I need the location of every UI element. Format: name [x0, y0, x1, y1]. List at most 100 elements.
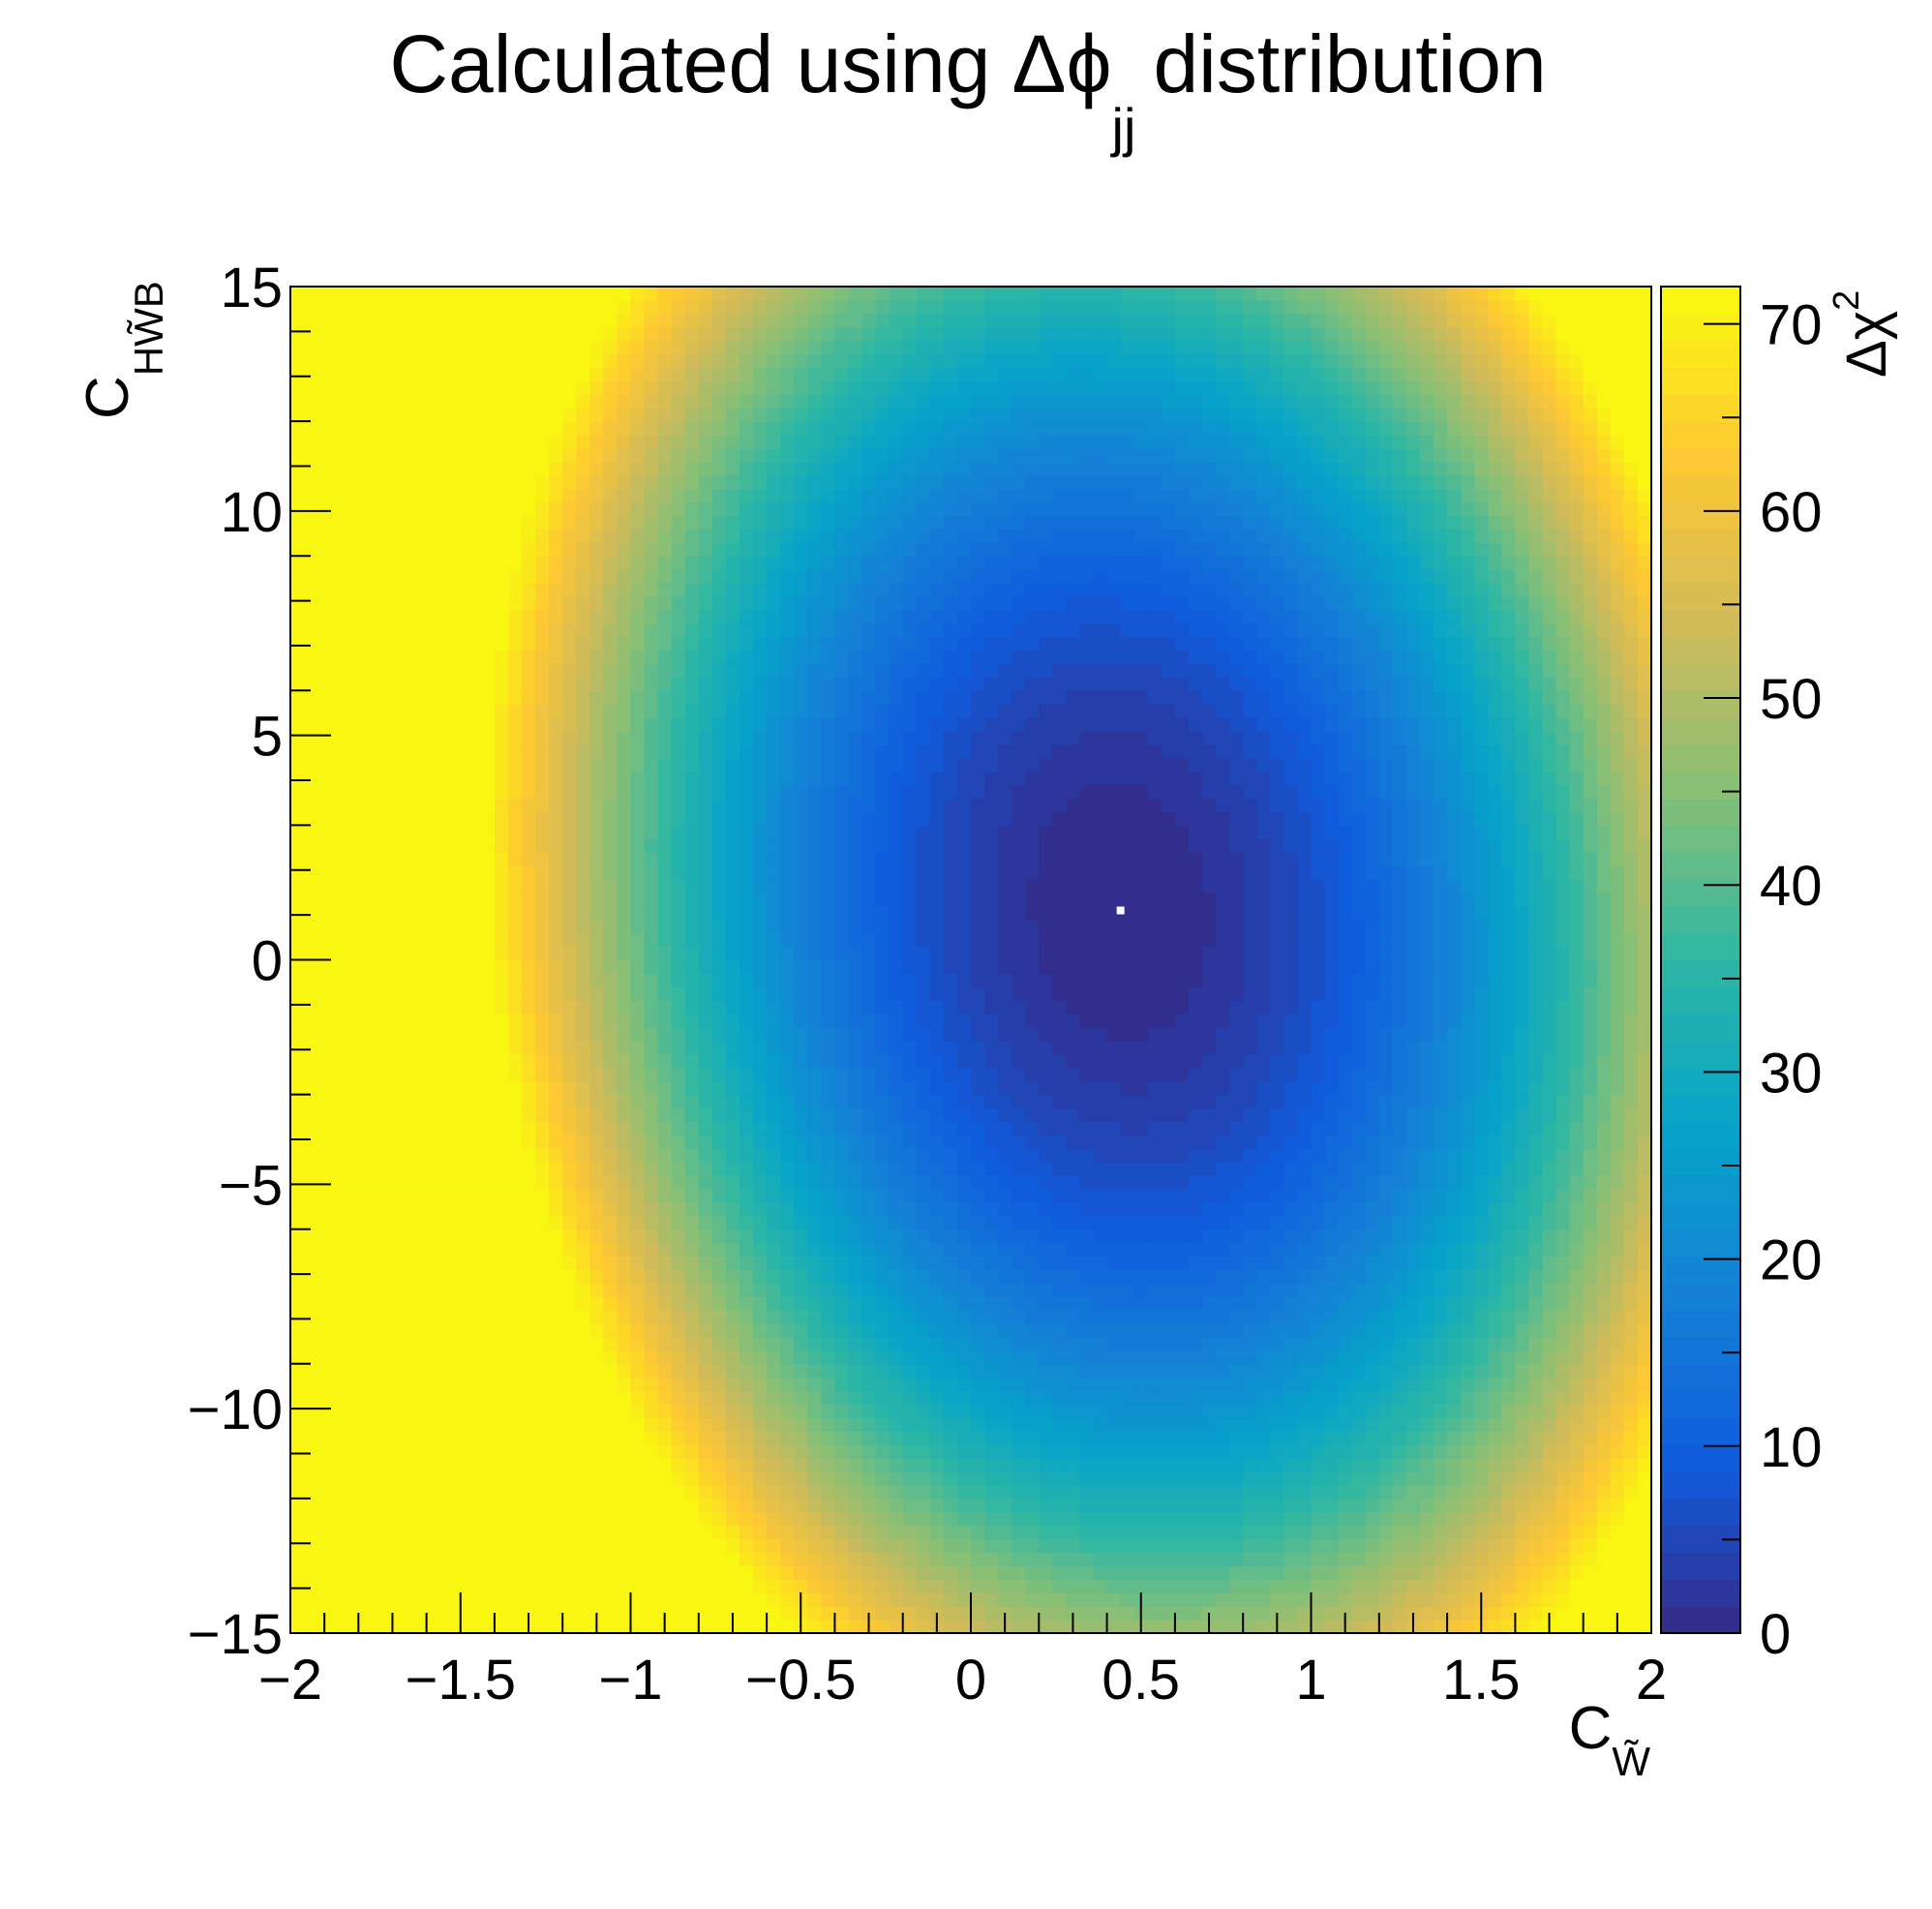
heatmap-cell [1637, 1620, 1652, 1634]
heatmap-cell [794, 1121, 808, 1136]
heatmap-cell [725, 959, 740, 975]
heatmap-cell [1637, 1283, 1652, 1297]
heatmap-cell [998, 1080, 1012, 1096]
heatmap-cell [1093, 1471, 1108, 1486]
heatmap-cell [1405, 1040, 1421, 1055]
heatmap-cell [1025, 1458, 1040, 1472]
heatmap-cell [657, 1390, 673, 1406]
heatmap-cell [467, 1484, 482, 1500]
heatmap-cell [603, 1283, 619, 1297]
heatmap-cell [889, 1162, 904, 1176]
heatmap-cell [684, 1201, 700, 1217]
heatmap-cell [290, 1417, 305, 1432]
heatmap-cell [426, 1579, 441, 1593]
heatmap-cell [480, 1175, 496, 1190]
heatmap-cell [780, 1242, 795, 1258]
heatmap-cell [1488, 1498, 1502, 1513]
heatmap-cell [1243, 1107, 1257, 1123]
heatmap-cell [331, 1525, 346, 1540]
heatmap-cell [644, 1363, 659, 1379]
heatmap-cell [807, 1053, 822, 1069]
heatmap-cell [507, 1269, 523, 1284]
heatmap-cell [412, 1606, 428, 1621]
heatmap-cell [943, 1404, 958, 1419]
heatmap-cell [725, 1444, 740, 1459]
heatmap-cell [943, 1471, 958, 1486]
heatmap-cell [1610, 1080, 1625, 1096]
heatmap-cell [1324, 1363, 1340, 1379]
heatmap-cell [1405, 1228, 1421, 1244]
heatmap-cell [971, 973, 985, 987]
heatmap-cell [1515, 1444, 1530, 1459]
heatmap-cell [1202, 1121, 1217, 1136]
heatmap-cell [1283, 1431, 1299, 1445]
heatmap-cell [304, 1606, 318, 1621]
heatmap-cell [875, 1269, 891, 1284]
heatmap-cell [753, 1471, 768, 1486]
heatmap-cell [902, 1175, 918, 1190]
heatmap-cell [794, 1323, 808, 1338]
heatmap-cell [861, 1201, 877, 1217]
heatmap-cell [1133, 1552, 1149, 1567]
heatmap-cell [576, 1471, 590, 1486]
heatmap-cell [1106, 1269, 1122, 1284]
heatmap-cell [1623, 1283, 1639, 1297]
heatmap-cell [453, 1188, 468, 1203]
heatmap-cell [1623, 1053, 1639, 1069]
heatmap-cell [603, 1458, 619, 1472]
heatmap-cell [1011, 1310, 1026, 1324]
heatmap-cell [1392, 1349, 1407, 1365]
heatmap-cell [821, 1552, 835, 1567]
heatmap-cell [644, 1417, 659, 1432]
heatmap-cell [1229, 1296, 1244, 1311]
heatmap-cell [1610, 1417, 1625, 1432]
heatmap-cell [875, 1148, 891, 1163]
heatmap-cell [522, 1498, 536, 1513]
heatmap-cell [589, 1121, 604, 1136]
heatmap-cell [345, 1404, 359, 1419]
heatmap-cell [971, 1620, 985, 1634]
heatmap-cell [657, 1188, 673, 1203]
heatmap-cell [385, 1444, 401, 1459]
heatmap-cell [1610, 1188, 1625, 1203]
heatmap-cell [1596, 1323, 1612, 1338]
heatmap-cell [1079, 1336, 1095, 1351]
heatmap-cell [1569, 1053, 1585, 1069]
heatmap-cell [698, 1067, 713, 1082]
heatmap-cell [1555, 1175, 1571, 1190]
heatmap-cell [644, 1620, 659, 1634]
heatmap-cell [644, 1040, 659, 1055]
heatmap-cell [889, 1148, 904, 1163]
heatmap-cell [1106, 1256, 1122, 1271]
heatmap-cell [372, 1579, 387, 1593]
heatmap-cell [412, 1107, 428, 1123]
heatmap-cell [535, 1565, 550, 1580]
heatmap-cell [576, 1188, 590, 1203]
heatmap-cell [671, 1094, 686, 1109]
heatmap-cell [657, 1592, 673, 1607]
heatmap-cell [1039, 1538, 1053, 1554]
heatmap-cell [834, 1511, 850, 1527]
heatmap-cell [290, 1579, 305, 1593]
heatmap-cell [1161, 1053, 1176, 1069]
heatmap-cell [848, 1162, 863, 1176]
heatmap-cell [1542, 1349, 1557, 1365]
heatmap-cell [576, 1175, 590, 1190]
heatmap-cell [480, 1201, 496, 1217]
heatmap-cell [1419, 1107, 1434, 1123]
heatmap-cell [1324, 1498, 1340, 1513]
heatmap-cell [1011, 1014, 1026, 1028]
heatmap-cell [1079, 1080, 1095, 1096]
heatmap-cell [1216, 1256, 1230, 1271]
heatmap-cell [549, 1014, 563, 1028]
heatmap-cell [1120, 1336, 1135, 1351]
heatmap-cell [1216, 986, 1230, 1001]
heatmap-cell [1474, 1040, 1489, 1055]
heatmap-cell [1583, 1000, 1598, 1015]
heatmap-cell [372, 1014, 387, 1028]
heatmap-cell [794, 1417, 808, 1432]
heatmap-cell [1052, 1363, 1068, 1379]
heatmap-cell [603, 1135, 619, 1149]
heatmap-cell [1039, 1242, 1053, 1258]
heatmap-cell [1283, 1620, 1299, 1634]
